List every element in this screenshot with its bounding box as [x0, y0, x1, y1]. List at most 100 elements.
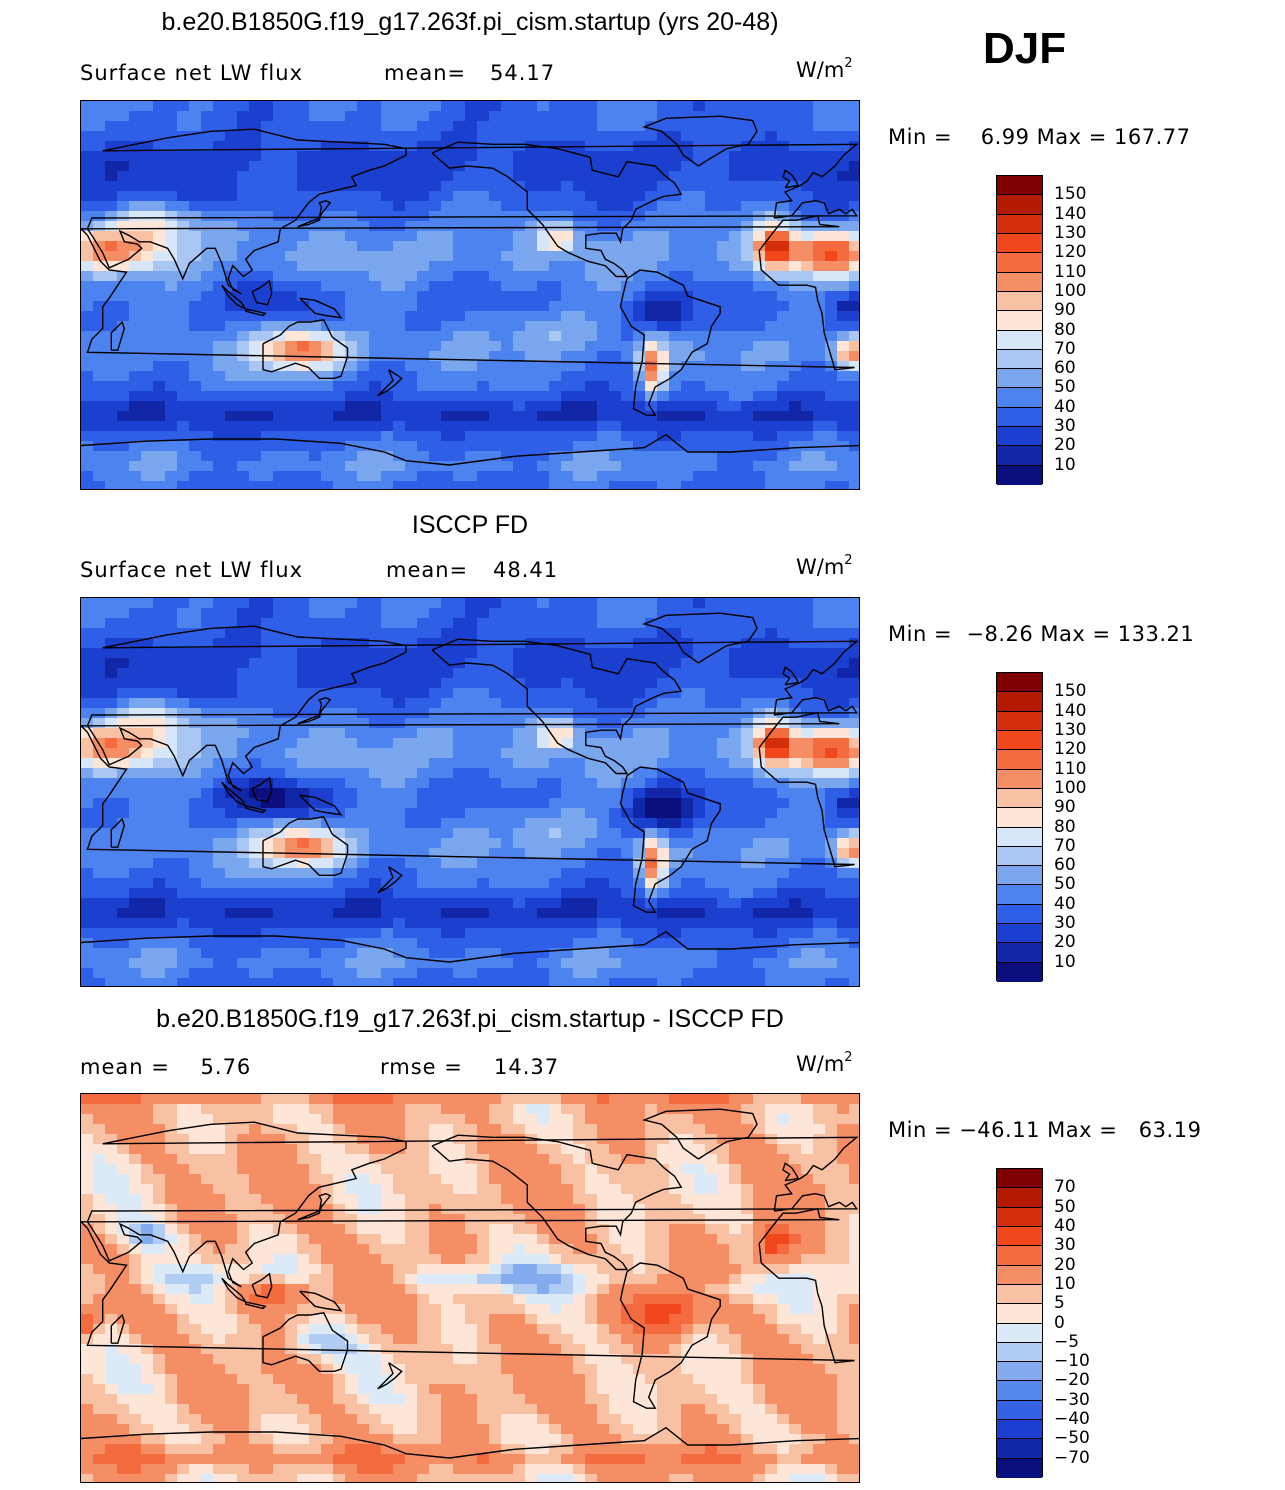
field-cell: [525, 441, 538, 452]
field-cell: [633, 321, 646, 332]
field-cell: [753, 321, 766, 332]
field-cell: [129, 958, 142, 969]
field-cell: [621, 888, 634, 899]
field-cell: [801, 848, 814, 859]
field-cell: [357, 758, 370, 769]
field-cell: [501, 948, 514, 959]
field-cell: [141, 748, 154, 759]
field-cell: [801, 451, 814, 462]
field-cell: [561, 301, 574, 312]
field-cell: [537, 958, 550, 969]
field-cell: [225, 381, 238, 392]
field-cell: [429, 391, 442, 402]
field-cell: [669, 311, 682, 322]
field-cell: [633, 221, 646, 232]
field-cell: [429, 838, 442, 849]
field-cell: [405, 748, 418, 759]
field-cell: [93, 461, 106, 472]
field-cell: [381, 748, 394, 759]
field-cell: [777, 618, 790, 629]
field-cell: [153, 938, 166, 949]
field-cell: [93, 728, 106, 739]
field-cell: [297, 261, 310, 272]
field-cell: [201, 231, 214, 242]
field-cell: [117, 241, 130, 252]
field-cell: [669, 678, 682, 689]
field-cell: [321, 251, 334, 262]
field-cell: [117, 918, 130, 929]
field-cell: [345, 708, 358, 719]
field-cell: [813, 121, 826, 132]
field-cell: [321, 211, 334, 222]
field-cell: [657, 371, 670, 382]
field-cell: [129, 748, 142, 759]
field-cell: [477, 628, 490, 639]
field-cell: [597, 768, 610, 779]
colorbar-swatch: [997, 446, 1042, 466]
field-cell: [825, 728, 838, 739]
field-cell: [117, 848, 130, 859]
field-cell: [429, 708, 442, 719]
field-cell: [333, 411, 346, 422]
field-cell: [825, 101, 838, 112]
field-cell: [309, 638, 322, 649]
field-cell: [117, 758, 130, 769]
field-cell: [201, 688, 214, 699]
field-cell: [789, 598, 802, 609]
field-cell: [501, 748, 514, 759]
field-cell: [801, 698, 814, 709]
field-cell: [333, 141, 346, 152]
field-cell: [105, 698, 118, 709]
field-cell: [189, 838, 202, 849]
field-cell: [789, 938, 802, 949]
field-cell: [561, 151, 574, 162]
field-cell: [453, 908, 466, 919]
field-cell: [441, 251, 454, 262]
field-cell: [705, 718, 718, 729]
field-cell: [573, 928, 586, 939]
field-cell: [261, 678, 274, 689]
field-cell: [285, 648, 298, 659]
field-cell: [573, 958, 586, 969]
field-cell: [129, 321, 142, 332]
field-cell: [309, 321, 322, 332]
field-cell: [405, 938, 418, 949]
field-cell: [201, 191, 214, 202]
field-cell: [705, 598, 718, 609]
field-cell: [297, 291, 310, 302]
field-cell: [369, 171, 382, 182]
field-cell: [633, 788, 646, 799]
field-cell: [501, 271, 514, 282]
field-cell: [165, 848, 178, 859]
field-cell: [285, 251, 298, 262]
field-cell: [453, 271, 466, 282]
field-cell: [153, 918, 166, 929]
field-cell: [201, 331, 214, 342]
field-cell: [393, 828, 406, 839]
field-cell: [585, 628, 598, 639]
field-cell: [393, 888, 406, 899]
field-cell: [405, 481, 418, 489]
field-cell: [441, 948, 454, 959]
field-cell: [489, 788, 502, 799]
field-cell: [381, 401, 394, 412]
field-cell: [105, 201, 118, 212]
field-cell: [285, 211, 298, 222]
field-cell: [201, 818, 214, 829]
field-cell: [381, 708, 394, 719]
field-cell: [105, 131, 118, 142]
field-cell: [369, 151, 382, 162]
field-cell: [357, 171, 370, 182]
field-cell: [513, 221, 526, 232]
field-cell: [177, 391, 190, 402]
field-cell: [81, 838, 94, 849]
field-cell: [213, 421, 226, 432]
field-cell: [225, 738, 238, 749]
field-cell: [837, 818, 850, 829]
field-cell: [369, 241, 382, 252]
field-cell: [309, 441, 322, 452]
coastline: [782, 169, 800, 189]
field-cell: [729, 371, 742, 382]
field-cell: [237, 451, 250, 462]
field-cell: [333, 111, 346, 122]
